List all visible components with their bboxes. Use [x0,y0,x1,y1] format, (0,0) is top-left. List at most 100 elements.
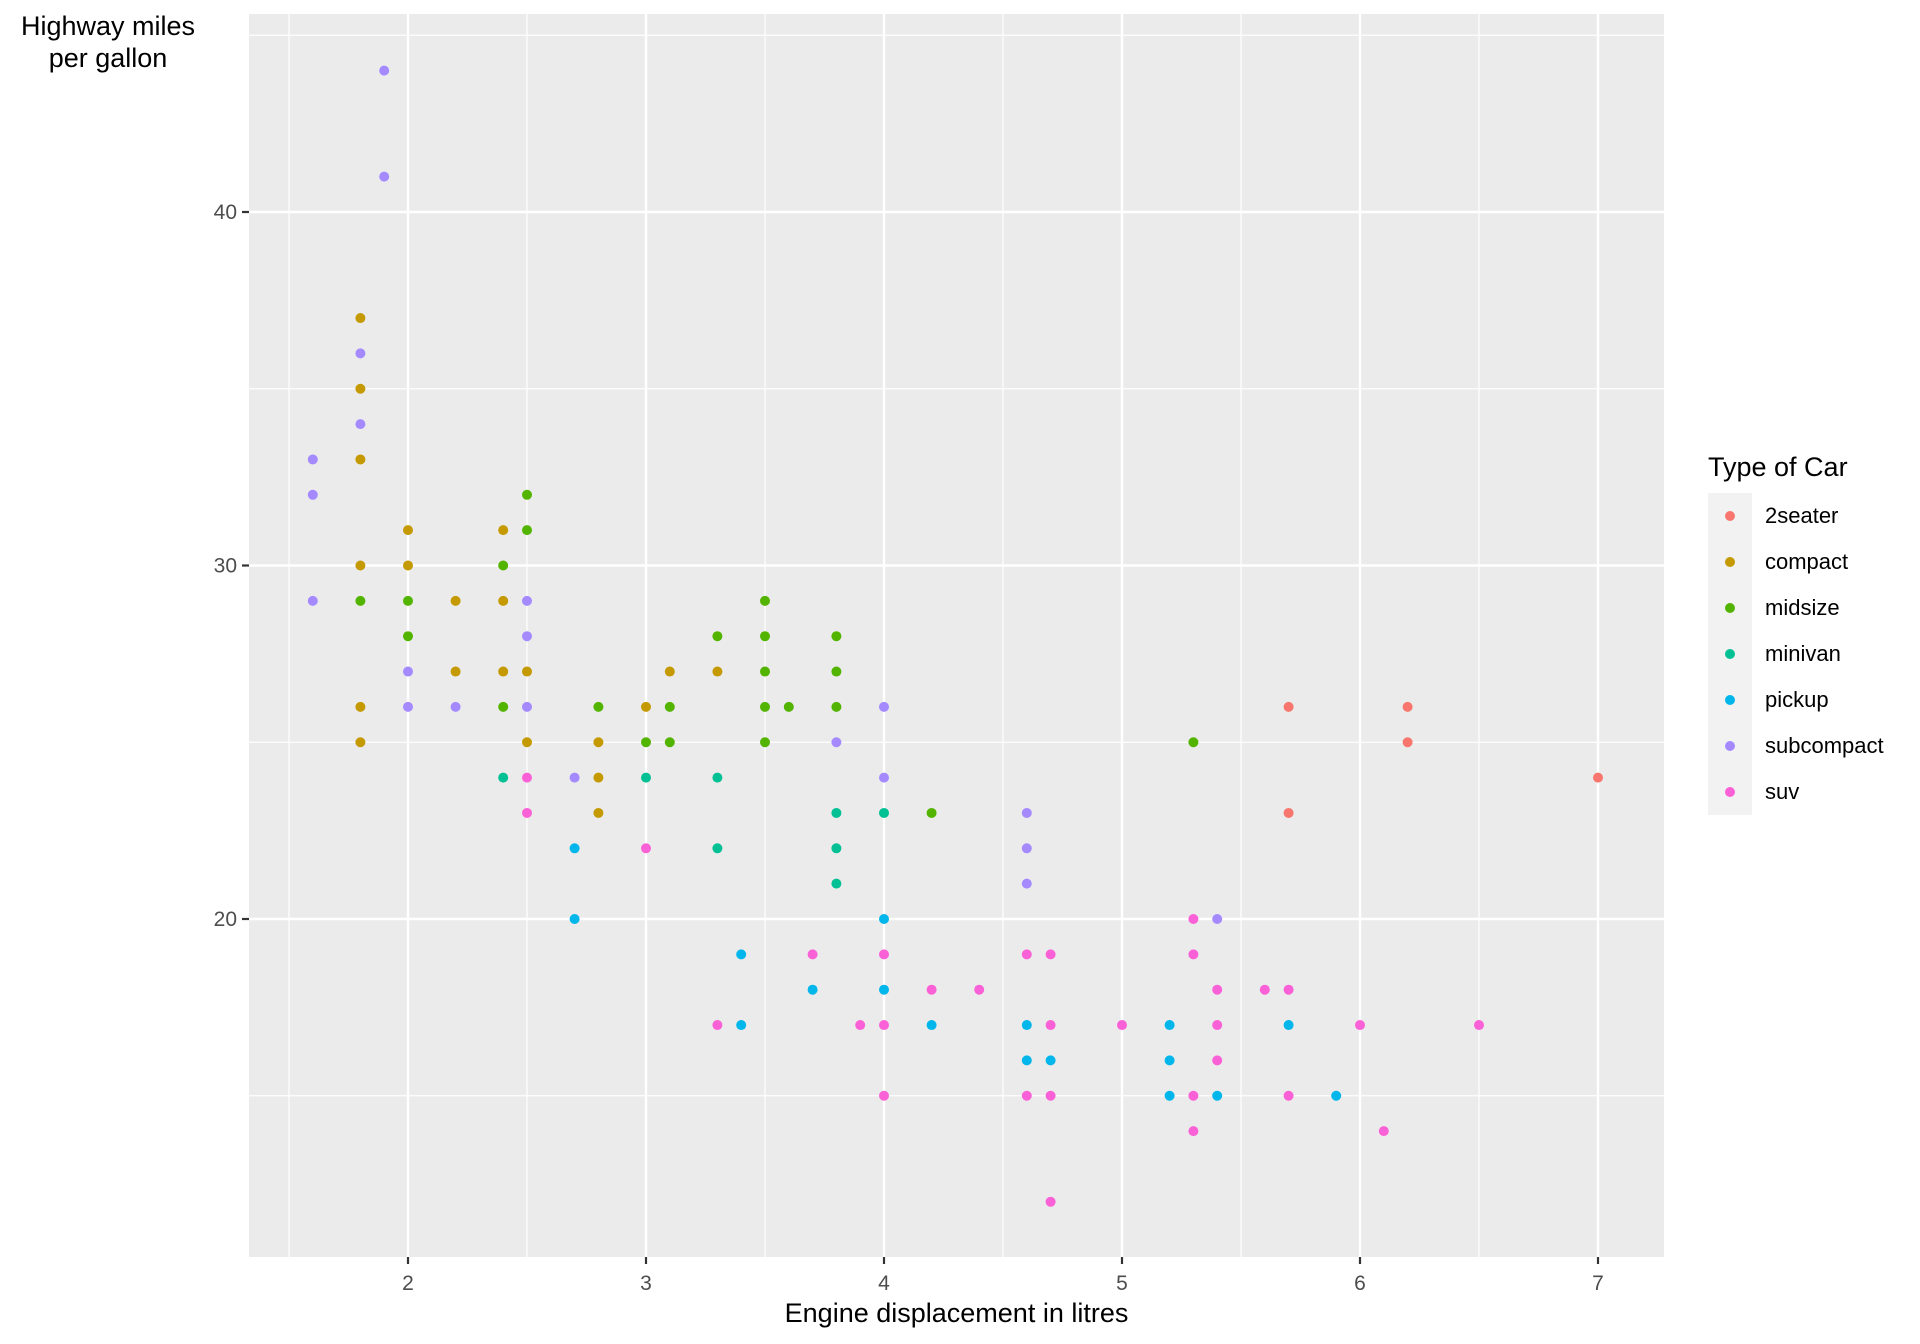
data-point-subcompact [569,772,580,783]
point-marker-icon [1725,603,1735,613]
data-point-suv [1045,1090,1056,1101]
data-point-suv [1212,984,1223,995]
data-point-pickup [807,984,818,995]
data-point-subcompact [1021,843,1032,854]
data-point-compact [593,737,604,748]
data-point-compact [641,701,651,712]
data-point-midsize [760,737,770,748]
point-marker-icon [1725,695,1735,705]
legend-key [1708,539,1752,585]
data-point-compact [593,772,604,783]
data-point-minivan [712,772,723,783]
data-point-subcompact [522,595,532,606]
data-point-suv [855,1020,866,1031]
data-point-midsize [498,560,509,571]
plot-panel [249,14,1664,1257]
legend-label: suv [1765,779,1800,804]
data-point-suv [1259,984,1270,995]
data-point-suv [1045,1196,1056,1207]
x-axis-title: Engine displacement in litres [784,1298,1129,1328]
data-point-midsize [760,631,770,642]
data-point-suv [1474,1020,1484,1031]
data-point-minivan [831,843,842,854]
legend-item-2seater: 2seater [1708,493,1884,539]
data-point-midsize [355,595,366,606]
legend-label: minivan [1765,641,1841,666]
data-point-pickup [1283,1020,1294,1031]
data-point-subcompact [403,666,413,677]
data-point-suv [1188,1090,1199,1101]
data-point-minivan [498,772,509,783]
data-point-suv [1355,1020,1365,1031]
data-point-pickup [926,1020,937,1031]
data-point-suv [641,843,651,854]
data-point-suv [879,1090,889,1101]
data-point-midsize [760,701,770,712]
data-point-midsize [760,595,770,606]
legend-item-pickup: pickup [1708,677,1884,723]
data-point-suv [879,1020,889,1031]
x-tick-label: 5 [1116,1272,1128,1295]
data-point-midsize [783,701,794,712]
data-point-subcompact [403,701,413,712]
data-point-suv [1045,1020,1056,1031]
y-axis-title: Highway miles per gallon [20,11,196,73]
data-point-pickup [1045,1055,1056,1066]
data-point-suv [1188,914,1199,924]
legend-item-subcompact: subcompact [1708,723,1884,769]
legend-key [1708,585,1752,631]
data-point-subcompact [355,419,366,430]
data-point-suv [1045,949,1056,960]
data-point-pickup [736,1020,747,1031]
data-point-suv [522,772,532,783]
data-point-pickup [1164,1020,1175,1031]
data-point-suv [1117,1020,1127,1031]
data-point-midsize [1188,737,1199,748]
data-point-pickup [879,914,889,924]
data-point-midsize [403,595,413,606]
data-point-midsize [831,701,842,712]
data-point-subcompact [307,454,318,465]
data-point-compact [522,666,532,677]
data-point-pickup [1164,1055,1175,1066]
data-point-subcompact [522,631,532,642]
legend-key [1708,677,1752,723]
data-point-pickup [736,949,747,960]
y-axis: 20 30 40 [214,201,249,931]
data-point-subcompact [450,701,461,712]
data-point-minivan [641,772,651,783]
data-point-subcompact [379,65,390,76]
data-point-compact [593,807,604,818]
data-points [307,65,1603,1207]
legend-label: subcompact [1765,733,1884,758]
legend-key [1708,631,1752,677]
x-axis: 2 3 4 5 6 7 [402,1257,1604,1295]
data-point-midsize [831,666,842,677]
data-point-suv [807,949,818,960]
data-point-minivan [831,807,842,818]
legend-item-compact: compact [1708,539,1884,585]
data-point-subcompact [1021,878,1032,889]
data-point-suv [522,807,532,818]
data-point-subcompact [522,701,532,712]
data-point-subcompact [379,171,390,182]
data-point-subcompact [307,489,318,500]
point-marker-icon [1725,649,1735,659]
legend-key [1708,723,1752,769]
legend: Type of Car 2seater compact midsize minivan… [1708,452,1884,815]
data-point-suv [1021,949,1032,960]
data-point-compact [355,701,366,712]
data-point-2seater [1283,701,1294,712]
data-point-minivan [712,843,723,854]
data-point-midsize [498,701,509,712]
legend-key [1708,493,1752,539]
data-point-compact [498,595,509,606]
x-tick-label: 6 [1354,1272,1366,1295]
legend-label: 2seater [1765,503,1839,528]
data-point-subcompact [1021,807,1032,818]
data-point-suv [1212,1020,1223,1031]
data-point-pickup [1164,1090,1175,1101]
x-tick-label: 4 [878,1272,890,1295]
legend-key [1708,769,1752,815]
